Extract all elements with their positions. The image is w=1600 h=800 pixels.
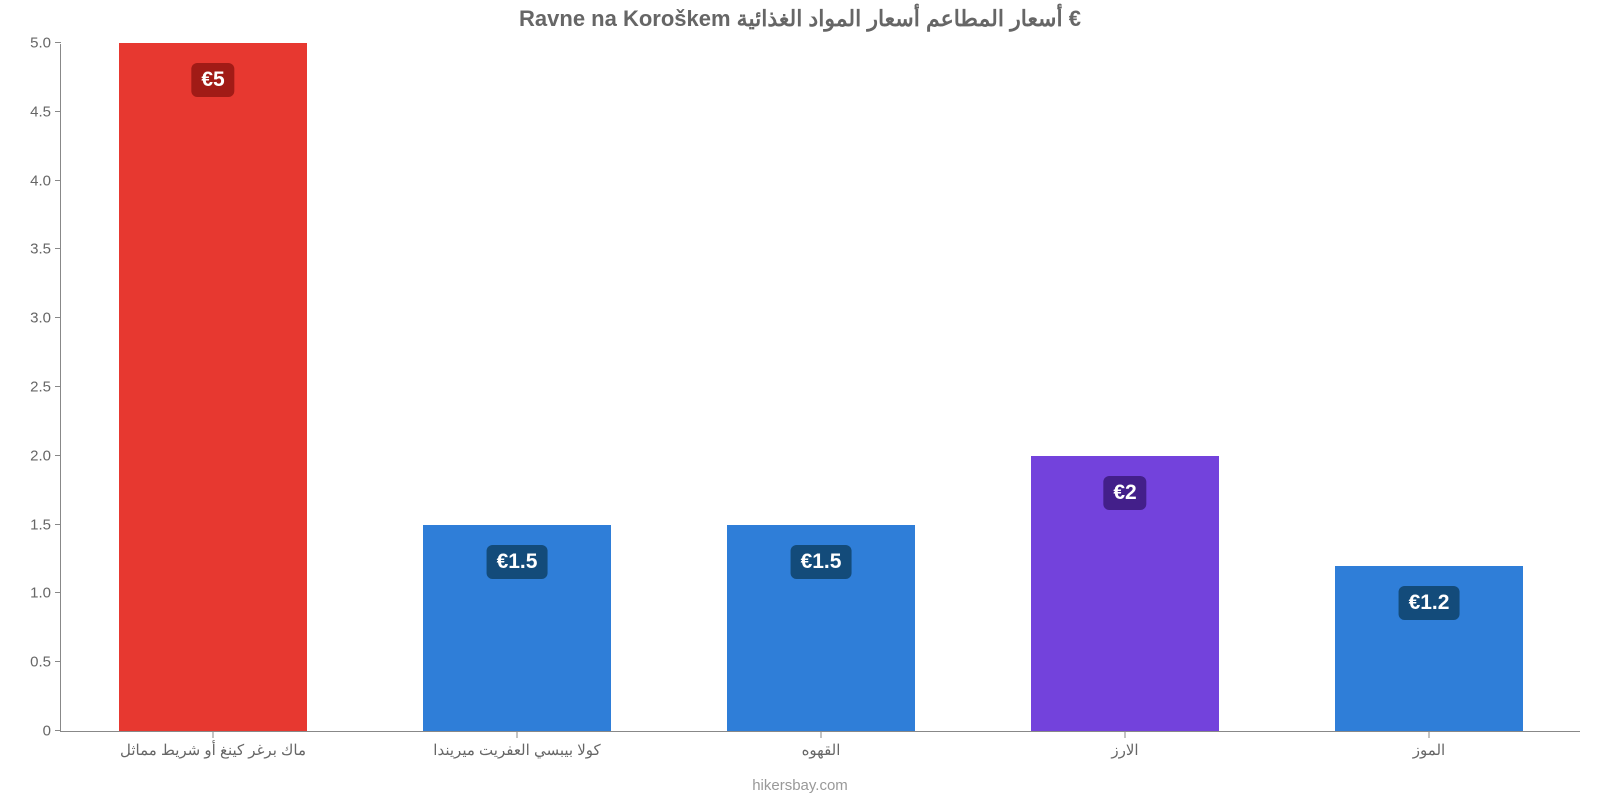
y-tick-mark bbox=[55, 661, 61, 662]
x-tick-label: الارز bbox=[1111, 741, 1138, 759]
x-tick-mark bbox=[517, 732, 518, 738]
bar-value-label: €1.2 bbox=[1399, 586, 1460, 620]
y-tick-label: 0.5 bbox=[11, 654, 51, 671]
y-tick-label: 3.5 bbox=[11, 241, 51, 258]
y-tick-mark bbox=[55, 455, 61, 456]
y-tick-label: 2.0 bbox=[11, 447, 51, 464]
x-tick-label: ماك برغر كينغ أو شريط مماثل bbox=[120, 741, 306, 759]
y-tick-mark bbox=[55, 317, 61, 318]
y-tick-label: 3.0 bbox=[11, 310, 51, 327]
y-tick-mark bbox=[55, 111, 61, 112]
bar-value-label: €1.5 bbox=[791, 545, 852, 579]
y-tick-mark bbox=[55, 386, 61, 387]
x-tick-mark bbox=[1429, 732, 1430, 738]
bar-value-label: €5 bbox=[191, 63, 234, 97]
chart-title: Ravne na Koroškem أسعار المطاعم أسعار ال… bbox=[0, 6, 1600, 32]
y-tick-mark bbox=[55, 42, 61, 43]
y-tick-label: 1.0 bbox=[11, 585, 51, 602]
x-tick-label: القهوه bbox=[802, 741, 841, 759]
y-tick-mark bbox=[55, 180, 61, 181]
bar-value-label: €2 bbox=[1103, 476, 1146, 510]
y-tick-mark bbox=[55, 248, 61, 249]
y-tick-label: 2.5 bbox=[11, 379, 51, 396]
chart-footer: hikersbay.com bbox=[0, 777, 1600, 794]
y-tick-mark bbox=[55, 730, 61, 731]
y-tick-mark bbox=[55, 524, 61, 525]
y-tick-label: 0 bbox=[11, 723, 51, 740]
chart-plot-area: 00.51.01.52.02.53.03.54.04.55.0ماك برغر … bbox=[60, 44, 1580, 732]
chart-canvas: Ravne na Koroškem أسعار المطاعم أسعار ال… bbox=[0, 0, 1600, 800]
bar-value-label: €1.5 bbox=[487, 545, 548, 579]
bar bbox=[119, 43, 307, 731]
x-tick-mark bbox=[1125, 732, 1126, 738]
y-tick-mark bbox=[55, 592, 61, 593]
y-tick-label: 4.5 bbox=[11, 103, 51, 120]
x-tick-label: كولا بيبسي العفريت ميريندا bbox=[433, 741, 600, 759]
y-tick-label: 1.5 bbox=[11, 516, 51, 533]
x-tick-mark bbox=[821, 732, 822, 738]
x-tick-label: الموز bbox=[1413, 741, 1445, 759]
y-tick-label: 5.0 bbox=[11, 35, 51, 52]
y-tick-label: 4.0 bbox=[11, 172, 51, 189]
x-tick-mark bbox=[213, 732, 214, 738]
